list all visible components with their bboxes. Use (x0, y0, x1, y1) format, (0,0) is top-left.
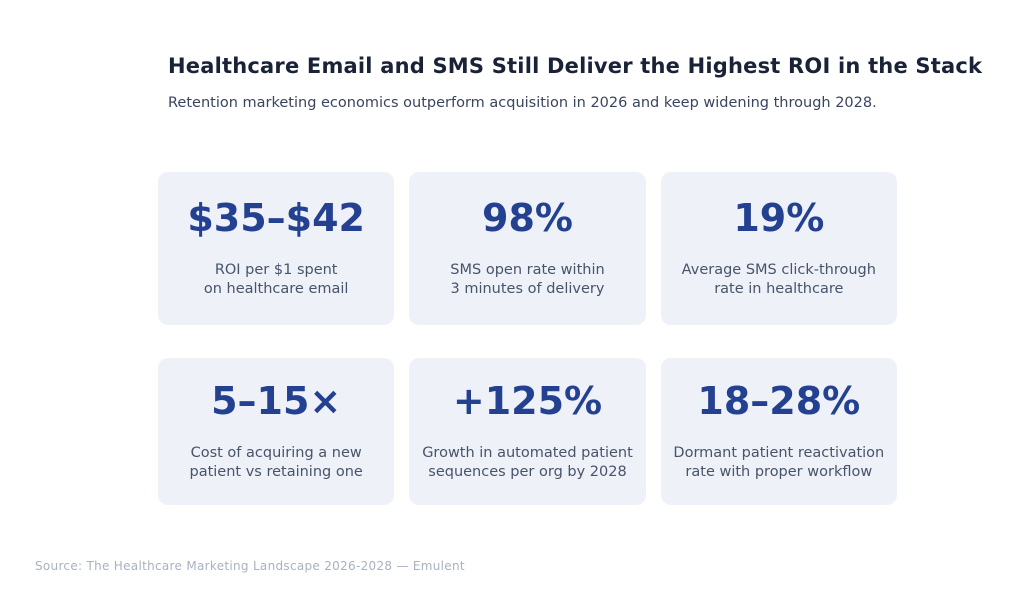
stat-value: 18–28% (697, 378, 861, 423)
source-note: Source: The Healthcare Marketing Landsca… (35, 559, 465, 573)
stat-label: Cost of acquiring a new patient vs retai… (189, 444, 363, 480)
stat-label: Growth in automated patient sequences pe… (422, 444, 633, 480)
stat-value: 5–15× (211, 378, 342, 423)
page-subtitle: Retention marketing economics outperform… (168, 95, 877, 112)
stat-value: 98% (482, 195, 573, 240)
stat-value: +125% (452, 378, 603, 423)
stat-label: ROI per $1 spent on healthcare email (203, 261, 349, 297)
stat-label: SMS open rate within 3 minutes of delive… (450, 261, 605, 297)
page-title: Healthcare Email and SMS Still Deliver t… (168, 54, 983, 78)
stat-card-sms-open-rate: 98% SMS open rate within 3 minutes of de… (409, 172, 646, 325)
stat-card-sms-ctr: 19% Average SMS click-through rate in he… (660, 172, 897, 325)
stat-label: Dormant patient reactivation rate with p… (673, 444, 885, 480)
stat-value: 19% (733, 195, 825, 240)
header: Healthcare Email and SMS Still Deliver t… (168, 53, 998, 112)
stat-card-acquisition-cost: 5–15× Cost of acquiring a new patient vs… (158, 358, 395, 505)
stats-grid: $35–$42 ROI per $1 spent on healthcare e… (158, 172, 897, 505)
stat-card-reactivation-rate: 18–28% Dormant patient reactivation rate… (660, 358, 897, 505)
stat-card-email-roi: $35–$42 ROI per $1 spent on healthcare e… (158, 172, 395, 325)
stat-value: $35–$42 (187, 195, 365, 240)
stat-card-sequence-growth: +125% Growth in automated patient sequen… (409, 358, 646, 505)
stat-label: Average SMS click-through rate in health… (681, 261, 876, 297)
